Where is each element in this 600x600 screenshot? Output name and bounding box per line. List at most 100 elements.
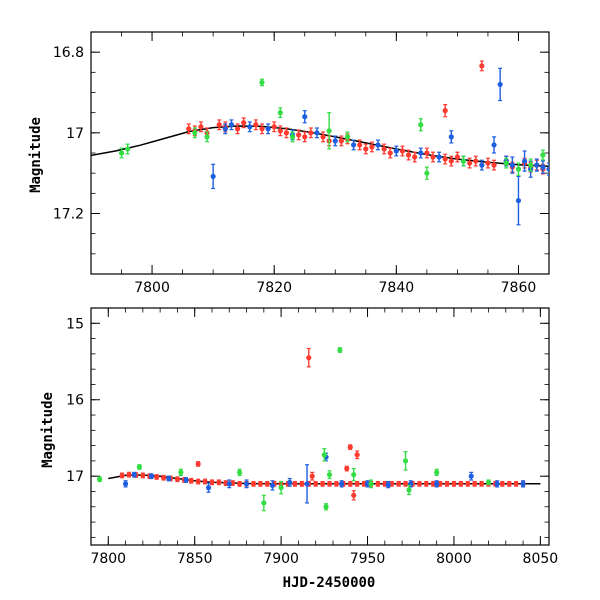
data-point bbox=[323, 504, 329, 510]
data-point bbox=[368, 481, 374, 487]
data-point bbox=[506, 481, 512, 487]
data-point bbox=[198, 124, 204, 130]
data-point bbox=[302, 114, 308, 120]
data-point bbox=[442, 156, 448, 162]
data-point bbox=[521, 158, 528, 164]
data-point bbox=[243, 481, 250, 487]
data-point bbox=[271, 124, 277, 130]
data-point bbox=[136, 464, 142, 470]
data-point bbox=[265, 126, 271, 132]
data-point bbox=[308, 130, 314, 136]
data-point bbox=[277, 110, 283, 116]
data-point bbox=[122, 481, 129, 487]
data-point bbox=[237, 481, 243, 487]
data-point bbox=[131, 472, 137, 478]
data-series bbox=[210, 67, 549, 226]
data-point bbox=[520, 481, 526, 487]
data-point bbox=[546, 166, 549, 172]
data-point bbox=[491, 142, 497, 148]
data-point bbox=[363, 146, 369, 152]
data-point bbox=[430, 154, 436, 160]
data-point bbox=[205, 485, 212, 491]
data-point bbox=[424, 150, 430, 156]
data-point bbox=[313, 481, 319, 487]
data-point bbox=[183, 477, 189, 483]
data-series bbox=[118, 78, 546, 180]
data-point bbox=[97, 476, 103, 482]
data-point bbox=[375, 481, 381, 487]
data-point bbox=[458, 481, 464, 487]
data-point bbox=[292, 481, 298, 487]
data-point bbox=[424, 170, 430, 176]
data-point bbox=[326, 128, 332, 134]
data-series bbox=[122, 452, 526, 504]
y-tick-label: 16.8 bbox=[53, 45, 84, 61]
data-point bbox=[513, 481, 519, 487]
data-point bbox=[195, 478, 201, 485]
data-point bbox=[186, 126, 192, 132]
x-tick-label: 7900 bbox=[263, 551, 299, 567]
data-point bbox=[222, 126, 228, 132]
data-point bbox=[154, 474, 160, 480]
y-tick-label: 16 bbox=[66, 393, 84, 409]
data-point bbox=[375, 142, 381, 148]
x-tick-label: 7850 bbox=[177, 551, 213, 567]
data-point bbox=[491, 162, 497, 168]
x-tick-label: 8050 bbox=[523, 551, 559, 567]
data-point bbox=[479, 162, 485, 168]
data-point bbox=[434, 469, 440, 475]
data-point bbox=[332, 138, 338, 144]
plot-frame bbox=[90, 307, 550, 546]
data-point bbox=[304, 481, 310, 487]
data-point bbox=[497, 81, 503, 88]
data-point bbox=[423, 481, 429, 487]
data-point bbox=[264, 481, 270, 487]
data-point bbox=[174, 476, 181, 482]
data-point bbox=[202, 478, 208, 485]
data-point bbox=[210, 173, 216, 179]
data-point bbox=[503, 160, 509, 166]
data-point bbox=[448, 158, 454, 164]
data-point bbox=[451, 481, 457, 487]
data-point bbox=[396, 481, 402, 487]
data-point bbox=[337, 347, 343, 353]
y-tick-label: 17 bbox=[66, 126, 84, 142]
data-point bbox=[309, 473, 315, 479]
data-point bbox=[140, 472, 146, 479]
x-tick-label: 7820 bbox=[256, 280, 292, 296]
data-point bbox=[299, 481, 305, 487]
data-point bbox=[253, 122, 259, 128]
x-tick-label: 7950 bbox=[350, 551, 386, 567]
data-point bbox=[118, 150, 125, 156]
data-point bbox=[204, 134, 210, 140]
data-point bbox=[160, 475, 167, 481]
data-point bbox=[357, 142, 363, 148]
x-tick-label: 7860 bbox=[501, 280, 537, 296]
data-point bbox=[148, 473, 155, 479]
data-point bbox=[188, 478, 194, 484]
data-point bbox=[467, 160, 473, 166]
data-series bbox=[97, 347, 492, 512]
data-point bbox=[287, 479, 293, 485]
data-point bbox=[418, 150, 424, 156]
x-tick-label: 7840 bbox=[379, 280, 415, 296]
data-point bbox=[257, 481, 263, 487]
data-point bbox=[269, 482, 276, 488]
data-point bbox=[351, 472, 357, 478]
top-panel: Magnitude 7800 7820 7840 7860 16.8 17 17.2 bbox=[28, 31, 550, 296]
data-point bbox=[434, 481, 440, 487]
data-point bbox=[468, 473, 474, 479]
bottom-panel: Magnitude HJD-2450000 7800 7850 7900 7950 80… bbox=[40, 307, 559, 591]
data-point bbox=[283, 130, 290, 136]
data-point bbox=[178, 469, 184, 475]
data-point bbox=[478, 481, 485, 487]
data-point bbox=[192, 130, 198, 136]
data-point bbox=[412, 154, 418, 160]
data-point bbox=[314, 130, 320, 136]
data-point bbox=[321, 452, 327, 458]
data-point bbox=[333, 481, 340, 487]
data-point bbox=[351, 492, 357, 498]
data-point bbox=[228, 122, 235, 128]
data-point bbox=[354, 481, 360, 487]
